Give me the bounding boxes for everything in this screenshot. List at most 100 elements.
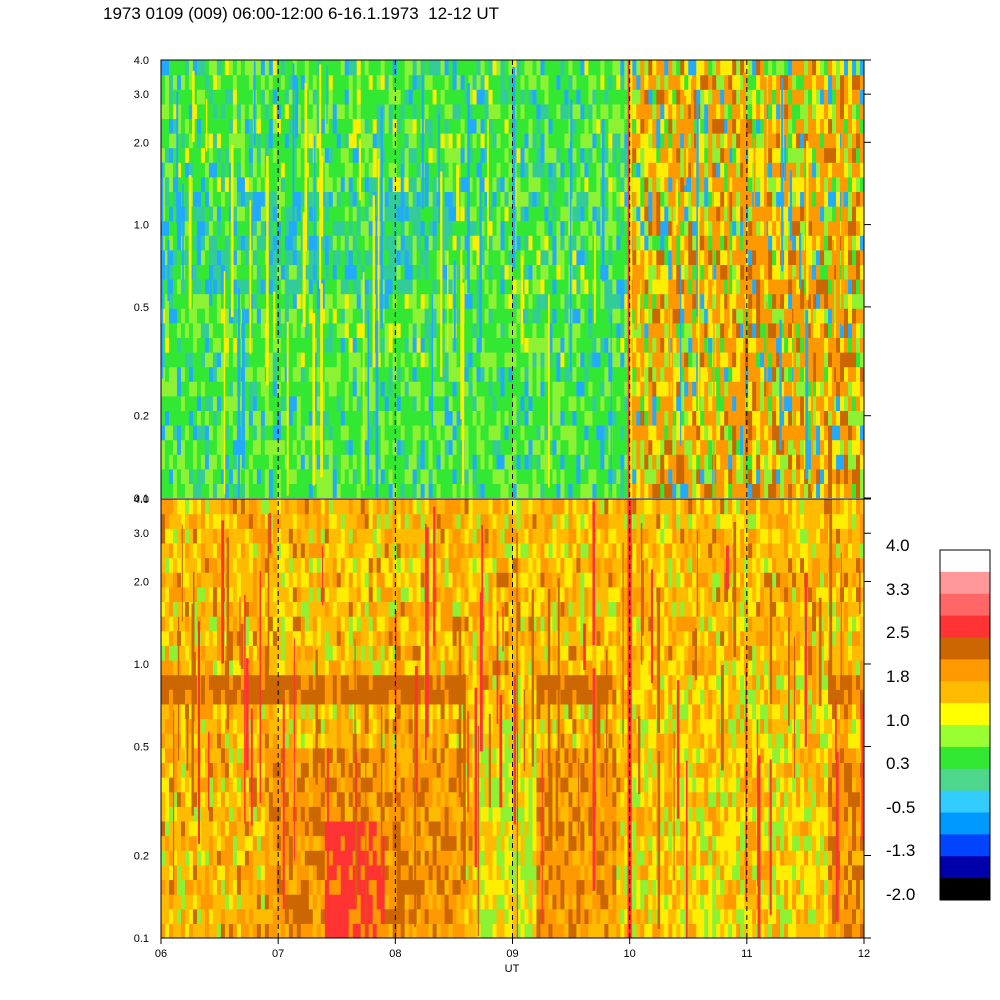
spectrogram-cell	[248, 454, 254, 470]
spectrogram-cell	[652, 176, 657, 192]
spectrogram-cell	[724, 264, 729, 280]
spectrogram-cell	[400, 468, 406, 484]
spectrogram-cell	[532, 308, 538, 324]
spectrogram-cell	[568, 366, 574, 382]
spectrogram-cell	[444, 395, 450, 411]
spectrogram-cell	[616, 162, 621, 178]
spectrogram-cell	[248, 425, 254, 441]
spectrogram-cell	[652, 395, 657, 411]
spectrogram-cell	[664, 293, 669, 309]
spectrogram-cell	[432, 176, 438, 192]
spectrogram-cell	[452, 133, 458, 149]
spectrogram-cell	[161, 308, 166, 324]
spectrogram-cell	[664, 249, 669, 265]
spectrogram-cell	[680, 264, 685, 280]
spectrogram-cell	[732, 322, 737, 338]
spectrogram-cell	[260, 118, 266, 134]
spectrogram-cell	[396, 468, 402, 484]
spectrogram-cell	[660, 220, 665, 236]
spectrogram-cell	[532, 264, 538, 280]
spectrogram-cell	[608, 235, 613, 251]
spectrogram-cell	[824, 395, 829, 411]
spectrogram-cell	[408, 322, 414, 338]
spectrogram-cell	[584, 176, 589, 192]
spectrogram-cell	[328, 337, 334, 353]
spectrogram-cell	[540, 103, 546, 119]
spectrogram-cell	[348, 293, 354, 309]
spectrogram-cell	[276, 191, 282, 207]
spectrogram-cell	[456, 220, 462, 236]
spectrogram-cell	[161, 118, 166, 134]
spectrogram-cell	[784, 293, 789, 309]
spectrogram-cell	[576, 483, 581, 498]
spectrogram-cell	[624, 352, 629, 368]
spectrogram-cell	[752, 89, 757, 105]
spectrogram-cell	[388, 454, 394, 470]
spectrogram-cell	[548, 352, 554, 368]
spectrogram-cell	[236, 133, 242, 149]
spectrogram-cell	[820, 425, 825, 441]
spectrogram-cell	[740, 454, 745, 470]
spectrogram-cell	[316, 279, 322, 295]
spectrogram-cell	[324, 395, 330, 411]
spectrogram-cell	[648, 308, 653, 324]
spectrogram-cell	[788, 425, 793, 441]
spectrogram-cell	[180, 352, 186, 368]
spectrogram-cell	[760, 133, 765, 149]
spectrogram-cell	[636, 352, 641, 368]
spectrogram-cell	[472, 439, 478, 455]
spectrogram-cell	[448, 60, 454, 76]
spectrogram-cell	[544, 337, 550, 353]
spectrogram-cell	[644, 293, 649, 309]
spectrogram-cell	[252, 410, 258, 426]
spectrogram-cell	[292, 162, 298, 178]
spectrogram-cell	[784, 249, 789, 265]
spectrogram-cell	[336, 483, 342, 498]
spectrogram-cell	[808, 337, 813, 353]
spectrogram-cell	[272, 118, 278, 134]
spectrogram-cell	[760, 308, 765, 324]
spectrogram-cell	[452, 162, 458, 178]
spectrogram-cell	[192, 147, 198, 163]
spectrogram-cell	[496, 60, 502, 76]
spectrogram-cell	[648, 454, 653, 470]
spectrogram-cell	[180, 425, 186, 441]
spectrogram-cell	[380, 381, 386, 397]
spectrogram-cell	[216, 352, 222, 368]
spectrogram-cell	[548, 74, 554, 90]
spectrogram-cell	[344, 337, 350, 353]
spectrogram-cell	[524, 176, 530, 192]
spectrogram-cell	[540, 454, 546, 470]
spectrogram-cell	[720, 381, 725, 397]
spectrogram-cell	[588, 176, 593, 192]
spectrogram-cell	[240, 60, 246, 76]
spectrogram-cell	[588, 60, 593, 76]
spectrogram-cell	[176, 410, 182, 426]
spectrogram-cell	[632, 89, 637, 105]
spectrogram-cell	[752, 454, 757, 470]
spectrogram-cell	[492, 366, 498, 382]
spectrogram-cell	[312, 483, 318, 498]
spectrogram-cell	[492, 191, 498, 207]
spectrogram-cell	[820, 235, 825, 251]
spectrogram-cell	[688, 454, 693, 470]
spectrogram-cell	[696, 468, 701, 484]
spectrogram-cell	[212, 118, 218, 134]
spectrogram-cell	[516, 264, 522, 280]
spectrogram-cell	[212, 293, 218, 309]
spectrogram-cell	[440, 395, 446, 411]
spectrogram-cell	[748, 220, 753, 236]
spectrogram-cell	[616, 483, 621, 498]
spectrogram-cell	[161, 206, 166, 222]
spectrogram-cell	[300, 337, 306, 353]
spectrogram-cell	[668, 352, 673, 368]
spectrogram-cell	[180, 410, 186, 426]
spectrogram-cell	[380, 410, 386, 426]
spectrogram-cell	[508, 279, 514, 295]
spectrogram-cell	[776, 366, 781, 382]
spectrogram-cell	[644, 176, 649, 192]
spectrogram-cell	[232, 220, 238, 236]
spectrogram-cell	[672, 410, 677, 426]
spectrogram-cell	[480, 162, 486, 178]
spectrogram-cell	[332, 454, 338, 470]
